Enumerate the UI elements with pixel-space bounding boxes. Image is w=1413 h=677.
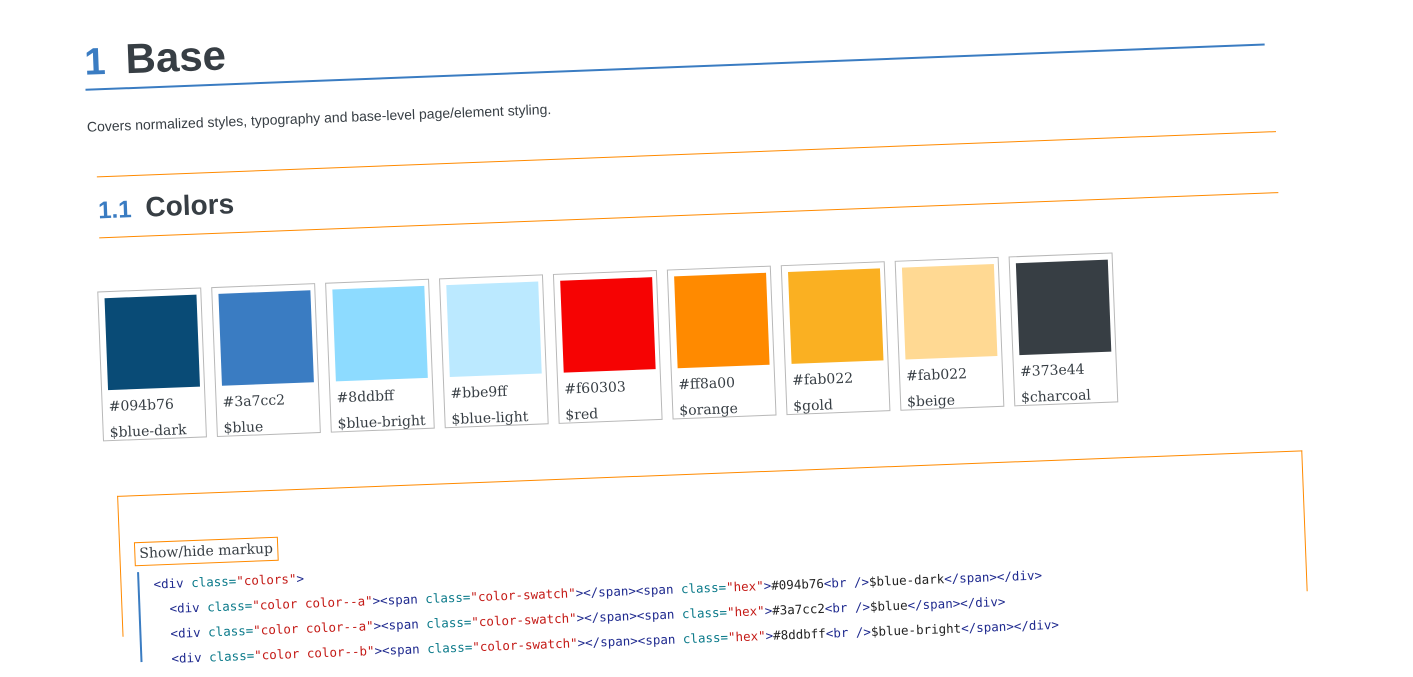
swatch-variable: $blue-dark: [109, 422, 187, 442]
swatch-variable: $blue-light: [451, 409, 529, 428]
swatch-variable: $orange: [678, 400, 739, 420]
swatch-card-gold: #fab022 $gold: [780, 261, 891, 416]
section-title: Base: [124, 31, 227, 83]
subsection-heading: 1.1 Colors: [96, 131, 1279, 239]
swatch-variable: $charcoal: [1020, 387, 1092, 407]
swatch-variable: $red: [565, 406, 599, 424]
section-heading: 1 Base: [83, 0, 1265, 91]
color-chip: [1015, 259, 1112, 356]
swatch-card-blue: #3a7cc2 $blue: [211, 283, 321, 437]
swatch-hex: #094b76: [108, 396, 175, 416]
color-swatches: #094b76 $blue-dark #3a7cc2 $blue #8ddbff…: [97, 252, 1119, 442]
subsection-title: Colors: [144, 188, 235, 223]
section-description: Covers normalized styles, typography and…: [86, 100, 552, 135]
swatch-hex: #fab022: [905, 366, 968, 385]
styleguide-page: 1 Base Covers normalized styles, typogra…: [83, 0, 1308, 666]
swatch-variable: $beige: [906, 392, 956, 411]
section-number: 1: [83, 41, 107, 84]
swatch-hex: #bbe9ff: [450, 383, 508, 402]
swatch-card-charcoal: #373e44 $charcoal: [1008, 252, 1119, 407]
color-chip: [446, 281, 542, 378]
swatch-card-beige: #fab022 $beige: [894, 256, 1005, 411]
swatch-card-blue-dark: #094b76 $blue-dark: [97, 287, 207, 442]
swatch-card-red: #f60303 $red: [552, 269, 663, 424]
color-chip: [674, 272, 770, 369]
color-chip: [218, 290, 314, 386]
swatch-hex: #3a7cc2: [222, 392, 286, 411]
subsection-number: 1.1: [97, 196, 133, 225]
swatch-hex: #fab022: [791, 370, 854, 389]
swatch-hex: #8ddbff: [336, 388, 395, 407]
swatch-hex: #373e44: [1019, 361, 1085, 381]
swatch-variable: $blue: [223, 419, 264, 437]
color-chip: [332, 285, 428, 382]
swatch-card-blue-light: #bbe9ff $blue-light: [439, 274, 549, 429]
color-chip: [560, 277, 656, 373]
swatch-card-orange: #ff8a00 $orange: [666, 265, 777, 420]
swatch-hex: #ff8a00: [677, 375, 736, 394]
markup-panel: Show/hide markup <div class="colors"> <d…: [117, 450, 1308, 666]
swatch-card-blue-bright: #8ddbff $blue-bright: [325, 278, 435, 433]
swatch-variable: $gold: [792, 397, 834, 415]
color-chip: [901, 264, 998, 360]
color-chip: [104, 294, 200, 391]
color-chip: [788, 268, 884, 364]
swatch-hex: #f60303: [564, 379, 627, 398]
swatch-variable: $blue-bright: [337, 412, 426, 433]
code-block: <div class="colors"> <div class="color c…: [137, 528, 1290, 666]
show-hide-markup-button[interactable]: Show/hide markup: [133, 536, 279, 567]
